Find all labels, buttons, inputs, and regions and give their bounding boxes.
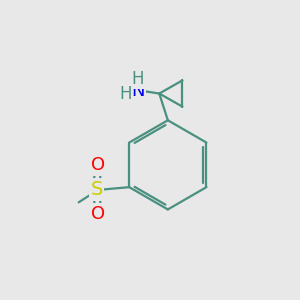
Text: H: H: [119, 85, 132, 103]
Text: O: O: [91, 205, 105, 223]
Text: S: S: [90, 180, 103, 199]
Text: H: H: [132, 70, 144, 88]
Text: N: N: [131, 82, 145, 100]
Text: O: O: [91, 156, 105, 174]
